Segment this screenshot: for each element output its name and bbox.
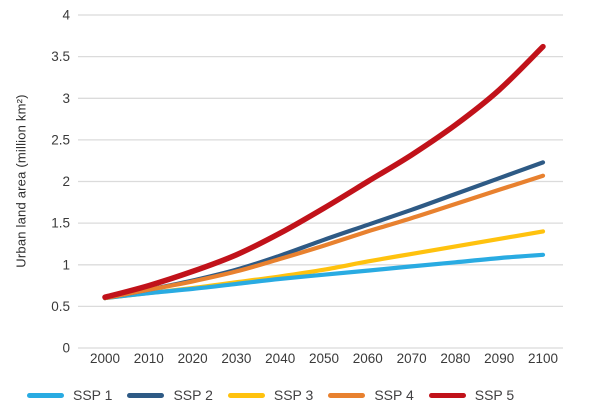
y-axis-title: Urban land area (million km²) <box>13 94 29 268</box>
x-tick-label: 2070 <box>397 351 427 366</box>
x-tick-label: 2050 <box>309 351 339 366</box>
y-tick-label: 1.5 <box>51 216 70 231</box>
x-tick-label: 2000 <box>90 351 120 366</box>
legend: SSP 1 SSP 2 SSP 3 SSP 4 SSP 5 <box>27 387 514 403</box>
legend-item-ssp-2: SSP 2 <box>127 387 213 403</box>
legend-item-ssp-4: SSP 4 <box>328 387 414 403</box>
x-tick-label: 2100 <box>528 351 558 366</box>
y-tick-label: 1 <box>62 257 70 272</box>
x-tick-label: 2060 <box>353 351 383 366</box>
legend-item-ssp-5: SSP 5 <box>428 387 515 403</box>
x-tick-label: 2020 <box>178 351 208 366</box>
legend-swatch <box>428 392 466 398</box>
legend-swatch <box>328 392 366 398</box>
legend-item-ssp-3: SSP 3 <box>227 387 314 403</box>
legend-label: SSP 2 <box>173 387 213 403</box>
legend-swatch <box>27 392 64 398</box>
legend-item-ssp-1: SSP 1 <box>27 387 112 403</box>
series-line-ssp-4 <box>102 173 546 301</box>
legend-label: SSP 3 <box>273 387 314 403</box>
x-tick-label: 2040 <box>265 351 295 366</box>
y-tick-label: 3 <box>62 91 70 106</box>
y-tick-label: 0.5 <box>51 299 70 314</box>
legend-swatch <box>127 392 165 398</box>
x-tick-label: 2090 <box>484 351 514 366</box>
y-tick-label: 2.5 <box>51 132 70 147</box>
legend-label: SSP 1 <box>73 387 113 403</box>
series-line-ssp-5 <box>102 43 546 300</box>
x-tick-label: 2080 <box>440 351 470 366</box>
series-line-ssp-1 <box>102 252 546 301</box>
legend-label: SSP 4 <box>374 387 414 403</box>
y-tick-label: 3.5 <box>51 49 70 64</box>
x-tick-label: 2010 <box>134 351 164 366</box>
y-tick-label: 0 <box>62 341 70 356</box>
x-tick-label: 2030 <box>221 351 251 366</box>
legend-label: SSP 5 <box>474 387 515 403</box>
y-tick-label: 4 <box>62 8 70 23</box>
y-tick-label: 2 <box>62 174 70 189</box>
legend-swatch <box>227 392 265 398</box>
